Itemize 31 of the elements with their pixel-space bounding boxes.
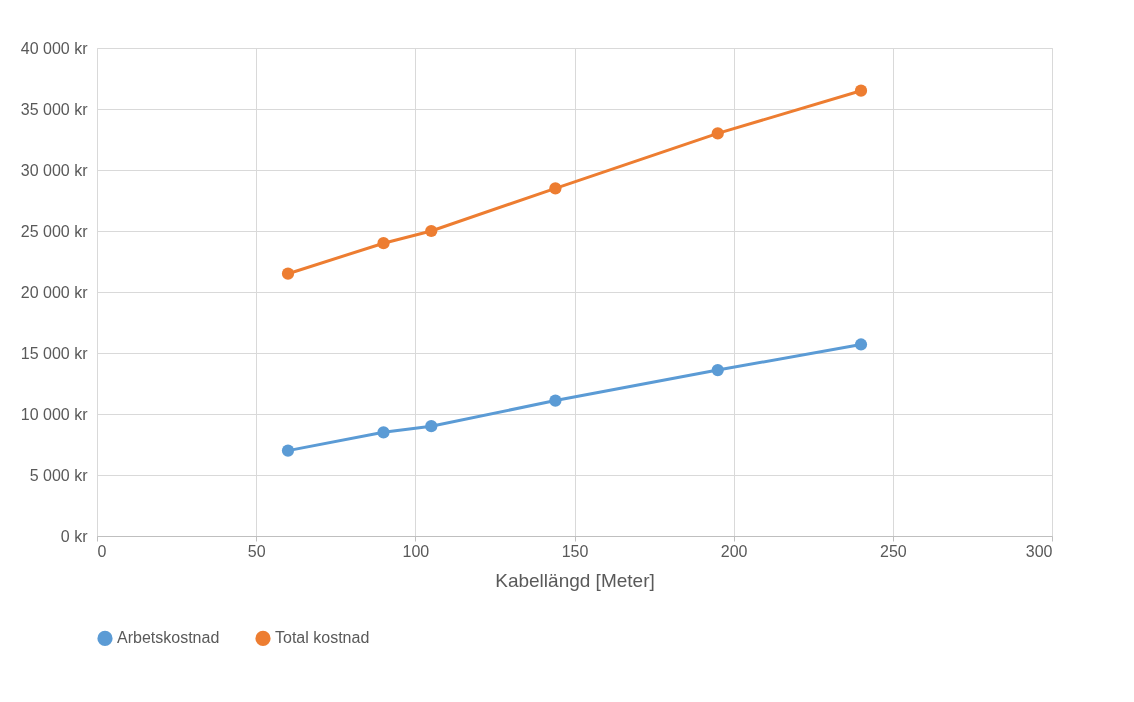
x-tick-label: 0 [97, 542, 107, 560]
y-tick-label: 20 000 kr [20, 283, 89, 301]
x-tick-label: 250 [879, 542, 907, 560]
point [281, 444, 295, 457]
point [281, 267, 295, 280]
y-tick-label: 15 000 kr [20, 344, 89, 362]
legend-label: Arbetskostnad [117, 629, 220, 647]
x-tick-label: 200 [720, 542, 748, 560]
x-tick-label: 150 [561, 542, 589, 560]
point [711, 363, 724, 377]
y-tick-label: 0 kr [60, 527, 89, 545]
point [377, 426, 390, 439]
y-tick-label: 25 000 kr [20, 222, 89, 240]
point [425, 224, 438, 238]
y-tick-label: 10 000 kr [20, 405, 89, 423]
point [711, 127, 724, 140]
point [549, 394, 562, 407]
y-tick-label: 35 000 kr [20, 100, 89, 118]
point [377, 237, 390, 250]
y-tick-label: 30 000 kr [20, 161, 89, 179]
point [425, 420, 438, 433]
y-tick-label: 40 000 kr [20, 39, 89, 57]
x-tick-label: 300 [1025, 542, 1053, 560]
point [854, 84, 868, 97]
x-axis-title: Kabellängd [Meter] [495, 569, 655, 591]
legend-label: Total kostnad [275, 629, 370, 647]
x-tick-label: 100 [402, 542, 430, 560]
point [549, 182, 562, 195]
y-tick-label: 5 000 kr [29, 466, 89, 484]
x-tick-label: 50 [247, 542, 266, 560]
point [854, 338, 868, 351]
